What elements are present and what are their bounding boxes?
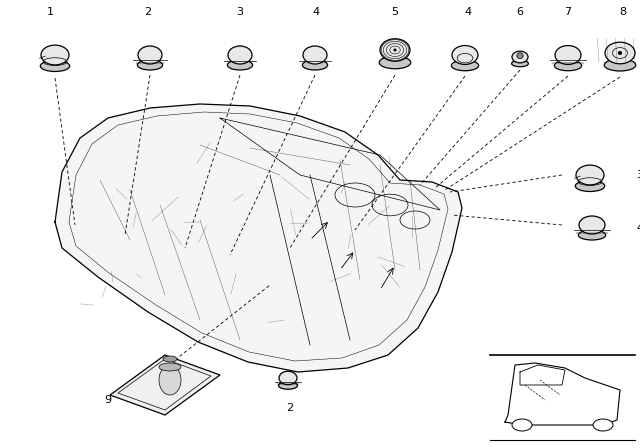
Ellipse shape	[228, 46, 252, 64]
Text: 4: 4	[465, 7, 472, 17]
Text: 5: 5	[392, 7, 399, 17]
Text: 9: 9	[104, 395, 111, 405]
Ellipse shape	[380, 39, 410, 61]
Ellipse shape	[159, 365, 181, 395]
Ellipse shape	[579, 230, 605, 240]
Text: 2: 2	[145, 7, 152, 17]
Ellipse shape	[227, 60, 253, 70]
Ellipse shape	[40, 60, 70, 72]
Ellipse shape	[593, 419, 613, 431]
Text: 3: 3	[237, 7, 243, 17]
Ellipse shape	[576, 165, 604, 185]
Ellipse shape	[575, 181, 605, 191]
Ellipse shape	[394, 49, 396, 51]
Ellipse shape	[511, 60, 529, 67]
Text: 7: 7	[564, 7, 572, 17]
Text: 2: 2	[287, 403, 294, 413]
Ellipse shape	[303, 46, 327, 64]
Ellipse shape	[555, 46, 581, 65]
Text: 4: 4	[636, 223, 640, 233]
Ellipse shape	[554, 60, 582, 71]
Text: 4: 4	[312, 7, 319, 17]
Ellipse shape	[452, 46, 478, 65]
Text: 8: 8	[620, 7, 627, 17]
Ellipse shape	[604, 59, 636, 71]
Ellipse shape	[579, 216, 605, 234]
Text: 6: 6	[516, 7, 524, 17]
Polygon shape	[110, 355, 220, 415]
Ellipse shape	[41, 45, 69, 65]
Polygon shape	[55, 104, 462, 372]
Ellipse shape	[512, 51, 528, 63]
Text: 3: 3	[636, 170, 640, 180]
Ellipse shape	[279, 371, 297, 385]
Ellipse shape	[512, 419, 532, 431]
Text: 1: 1	[47, 7, 54, 17]
Ellipse shape	[618, 52, 622, 55]
Ellipse shape	[138, 46, 162, 64]
Ellipse shape	[138, 60, 163, 70]
Ellipse shape	[163, 356, 177, 362]
Ellipse shape	[302, 60, 328, 70]
Ellipse shape	[517, 53, 524, 59]
Ellipse shape	[159, 363, 181, 371]
Ellipse shape	[380, 56, 411, 69]
Ellipse shape	[278, 382, 298, 389]
Ellipse shape	[451, 60, 479, 71]
Ellipse shape	[605, 42, 635, 64]
